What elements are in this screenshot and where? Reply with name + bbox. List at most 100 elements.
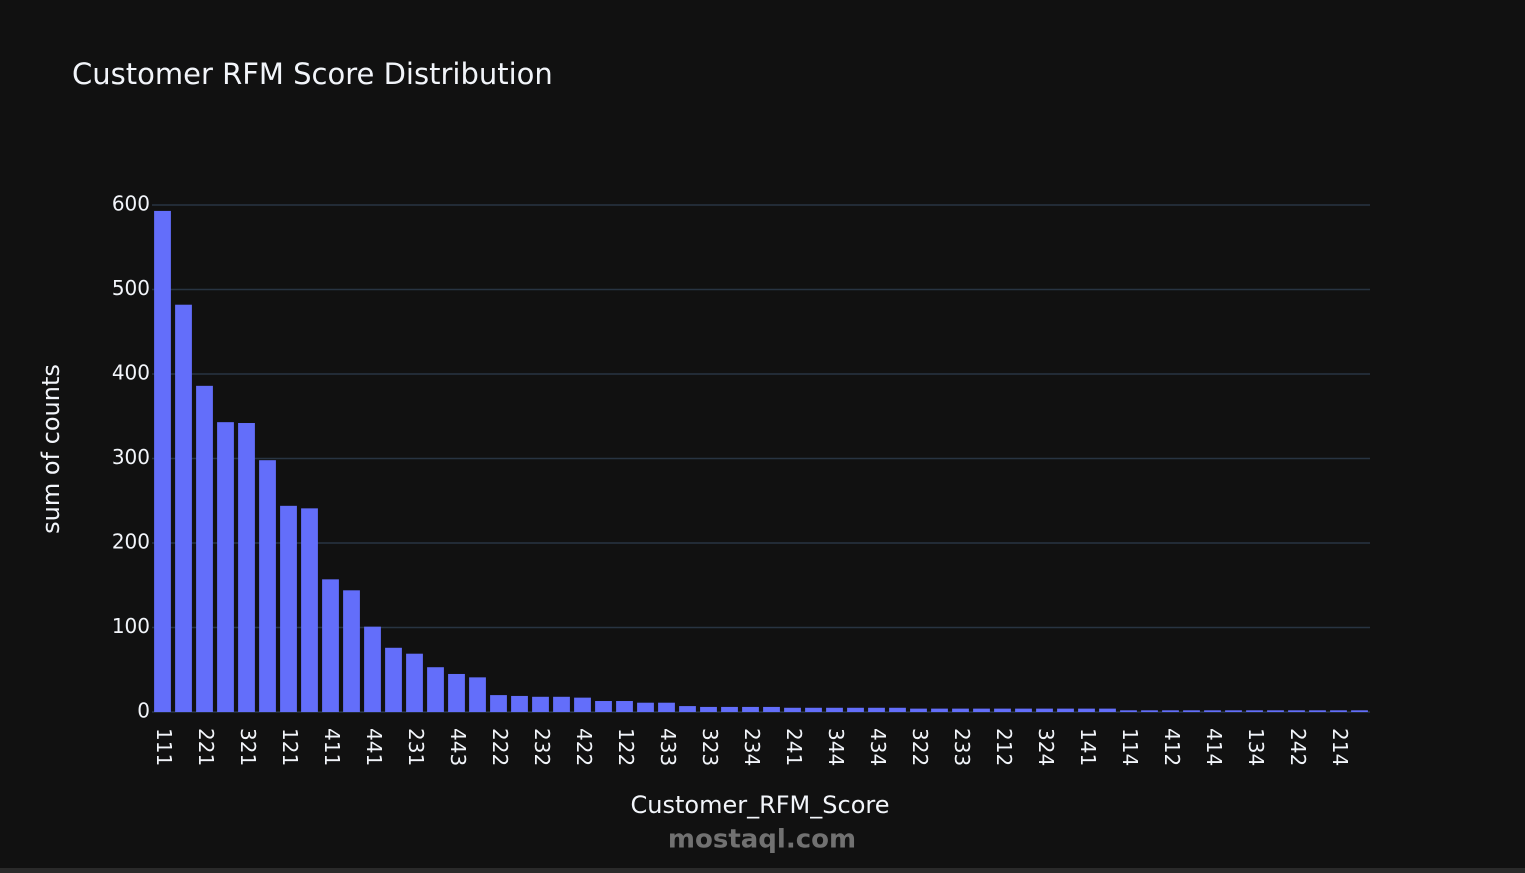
bar [1057, 708, 1074, 712]
bar [721, 706, 738, 712]
bar [847, 707, 864, 712]
bar [1246, 710, 1263, 712]
x-tick-label: 242 [1286, 728, 1310, 766]
bar [1204, 710, 1221, 712]
bar [742, 706, 759, 712]
bar [154, 210, 171, 713]
x-tick-label: 212 [992, 728, 1016, 766]
x-tick-label: 234 [740, 728, 764, 766]
bar [1036, 708, 1053, 712]
x-tick-label: 411 [320, 728, 344, 766]
bar [1141, 710, 1158, 712]
y-axis-title: sum of counts [37, 364, 65, 534]
bar [553, 696, 570, 712]
x-tick-label: 422 [572, 728, 596, 766]
chart-title: Customer RFM Score Distribution [72, 57, 553, 91]
bar [931, 708, 948, 712]
bar [784, 707, 801, 712]
y-tick-label: 200 [112, 530, 150, 554]
x-tick-label: 241 [782, 728, 806, 766]
bar [322, 579, 339, 712]
x-tick-label: 321 [236, 728, 260, 766]
bar [658, 702, 675, 712]
y-tick-label: 500 [112, 276, 150, 300]
bottom-border [0, 868, 1525, 873]
x-tick-label: 221 [194, 728, 218, 766]
bar [1099, 708, 1116, 712]
x-tick-label: 232 [530, 728, 554, 766]
bar [385, 647, 402, 712]
bar [805, 707, 822, 712]
y-tick-label: 300 [112, 445, 150, 469]
x-tick-label: 443 [446, 728, 470, 766]
bar [1351, 710, 1368, 712]
bar [301, 508, 318, 712]
x-tick-label: 111 [152, 728, 176, 766]
x-tick-label: 121 [278, 728, 302, 766]
bar [910, 708, 927, 712]
bar [532, 696, 549, 712]
x-tick-label: 441 [362, 728, 386, 766]
bar [1162, 710, 1179, 712]
bar [700, 706, 717, 712]
bar [574, 697, 591, 712]
x-tick-label: 222 [488, 728, 512, 766]
bar [280, 505, 297, 712]
x-tick-label: 114 [1118, 728, 1142, 766]
x-tick-label: 231 [404, 728, 428, 766]
bar [427, 667, 444, 712]
x-tick-label: 434 [866, 728, 890, 766]
bar [448, 673, 465, 712]
bar [406, 653, 423, 712]
bar [343, 590, 360, 712]
bar [1330, 710, 1347, 712]
bar [868, 707, 885, 712]
bar [238, 423, 255, 712]
bar [1120, 710, 1137, 712]
watermark: mostaql.com [668, 825, 856, 855]
bar [217, 422, 234, 712]
bar [826, 707, 843, 712]
bar [1225, 710, 1242, 712]
x-tick-label: 412 [1160, 728, 1184, 766]
bar [637, 702, 654, 712]
y-tick-label: 100 [112, 614, 150, 638]
x-tick-label: 233 [950, 728, 974, 766]
bar [973, 708, 990, 712]
x-axis-title: Customer_RFM_Score [631, 791, 890, 819]
y-tick-label: 0 [137, 699, 150, 723]
x-tick-label: 214 [1328, 728, 1352, 766]
bar [364, 626, 381, 712]
x-tick-label: 414 [1202, 728, 1226, 766]
x-tick-label: 322 [908, 728, 932, 766]
bar [1267, 710, 1284, 712]
bar [1078, 708, 1095, 712]
bar [994, 708, 1011, 712]
bar [763, 706, 780, 712]
bar [175, 304, 192, 712]
y-tick-label: 400 [112, 361, 150, 385]
bar [1183, 710, 1200, 712]
bar [196, 385, 213, 712]
x-tick-label: 122 [614, 728, 638, 766]
bar [679, 706, 696, 712]
bar [1015, 708, 1032, 712]
bar [490, 695, 507, 712]
x-tick-label: 324 [1034, 728, 1058, 766]
bar [889, 707, 906, 712]
bar [1288, 710, 1305, 712]
x-tick-label: 344 [824, 728, 848, 766]
bar [952, 708, 969, 712]
bar [469, 677, 486, 712]
x-tick-label: 134 [1244, 728, 1268, 766]
x-tick-label: 433 [656, 728, 680, 766]
x-tick-label: 141 [1076, 728, 1100, 766]
bar [1309, 710, 1326, 712]
bar [616, 701, 633, 712]
bar [259, 460, 276, 712]
bar [595, 701, 612, 712]
y-tick-label: 600 [112, 192, 150, 216]
bar [511, 695, 528, 712]
x-tick-label: 323 [698, 728, 722, 766]
